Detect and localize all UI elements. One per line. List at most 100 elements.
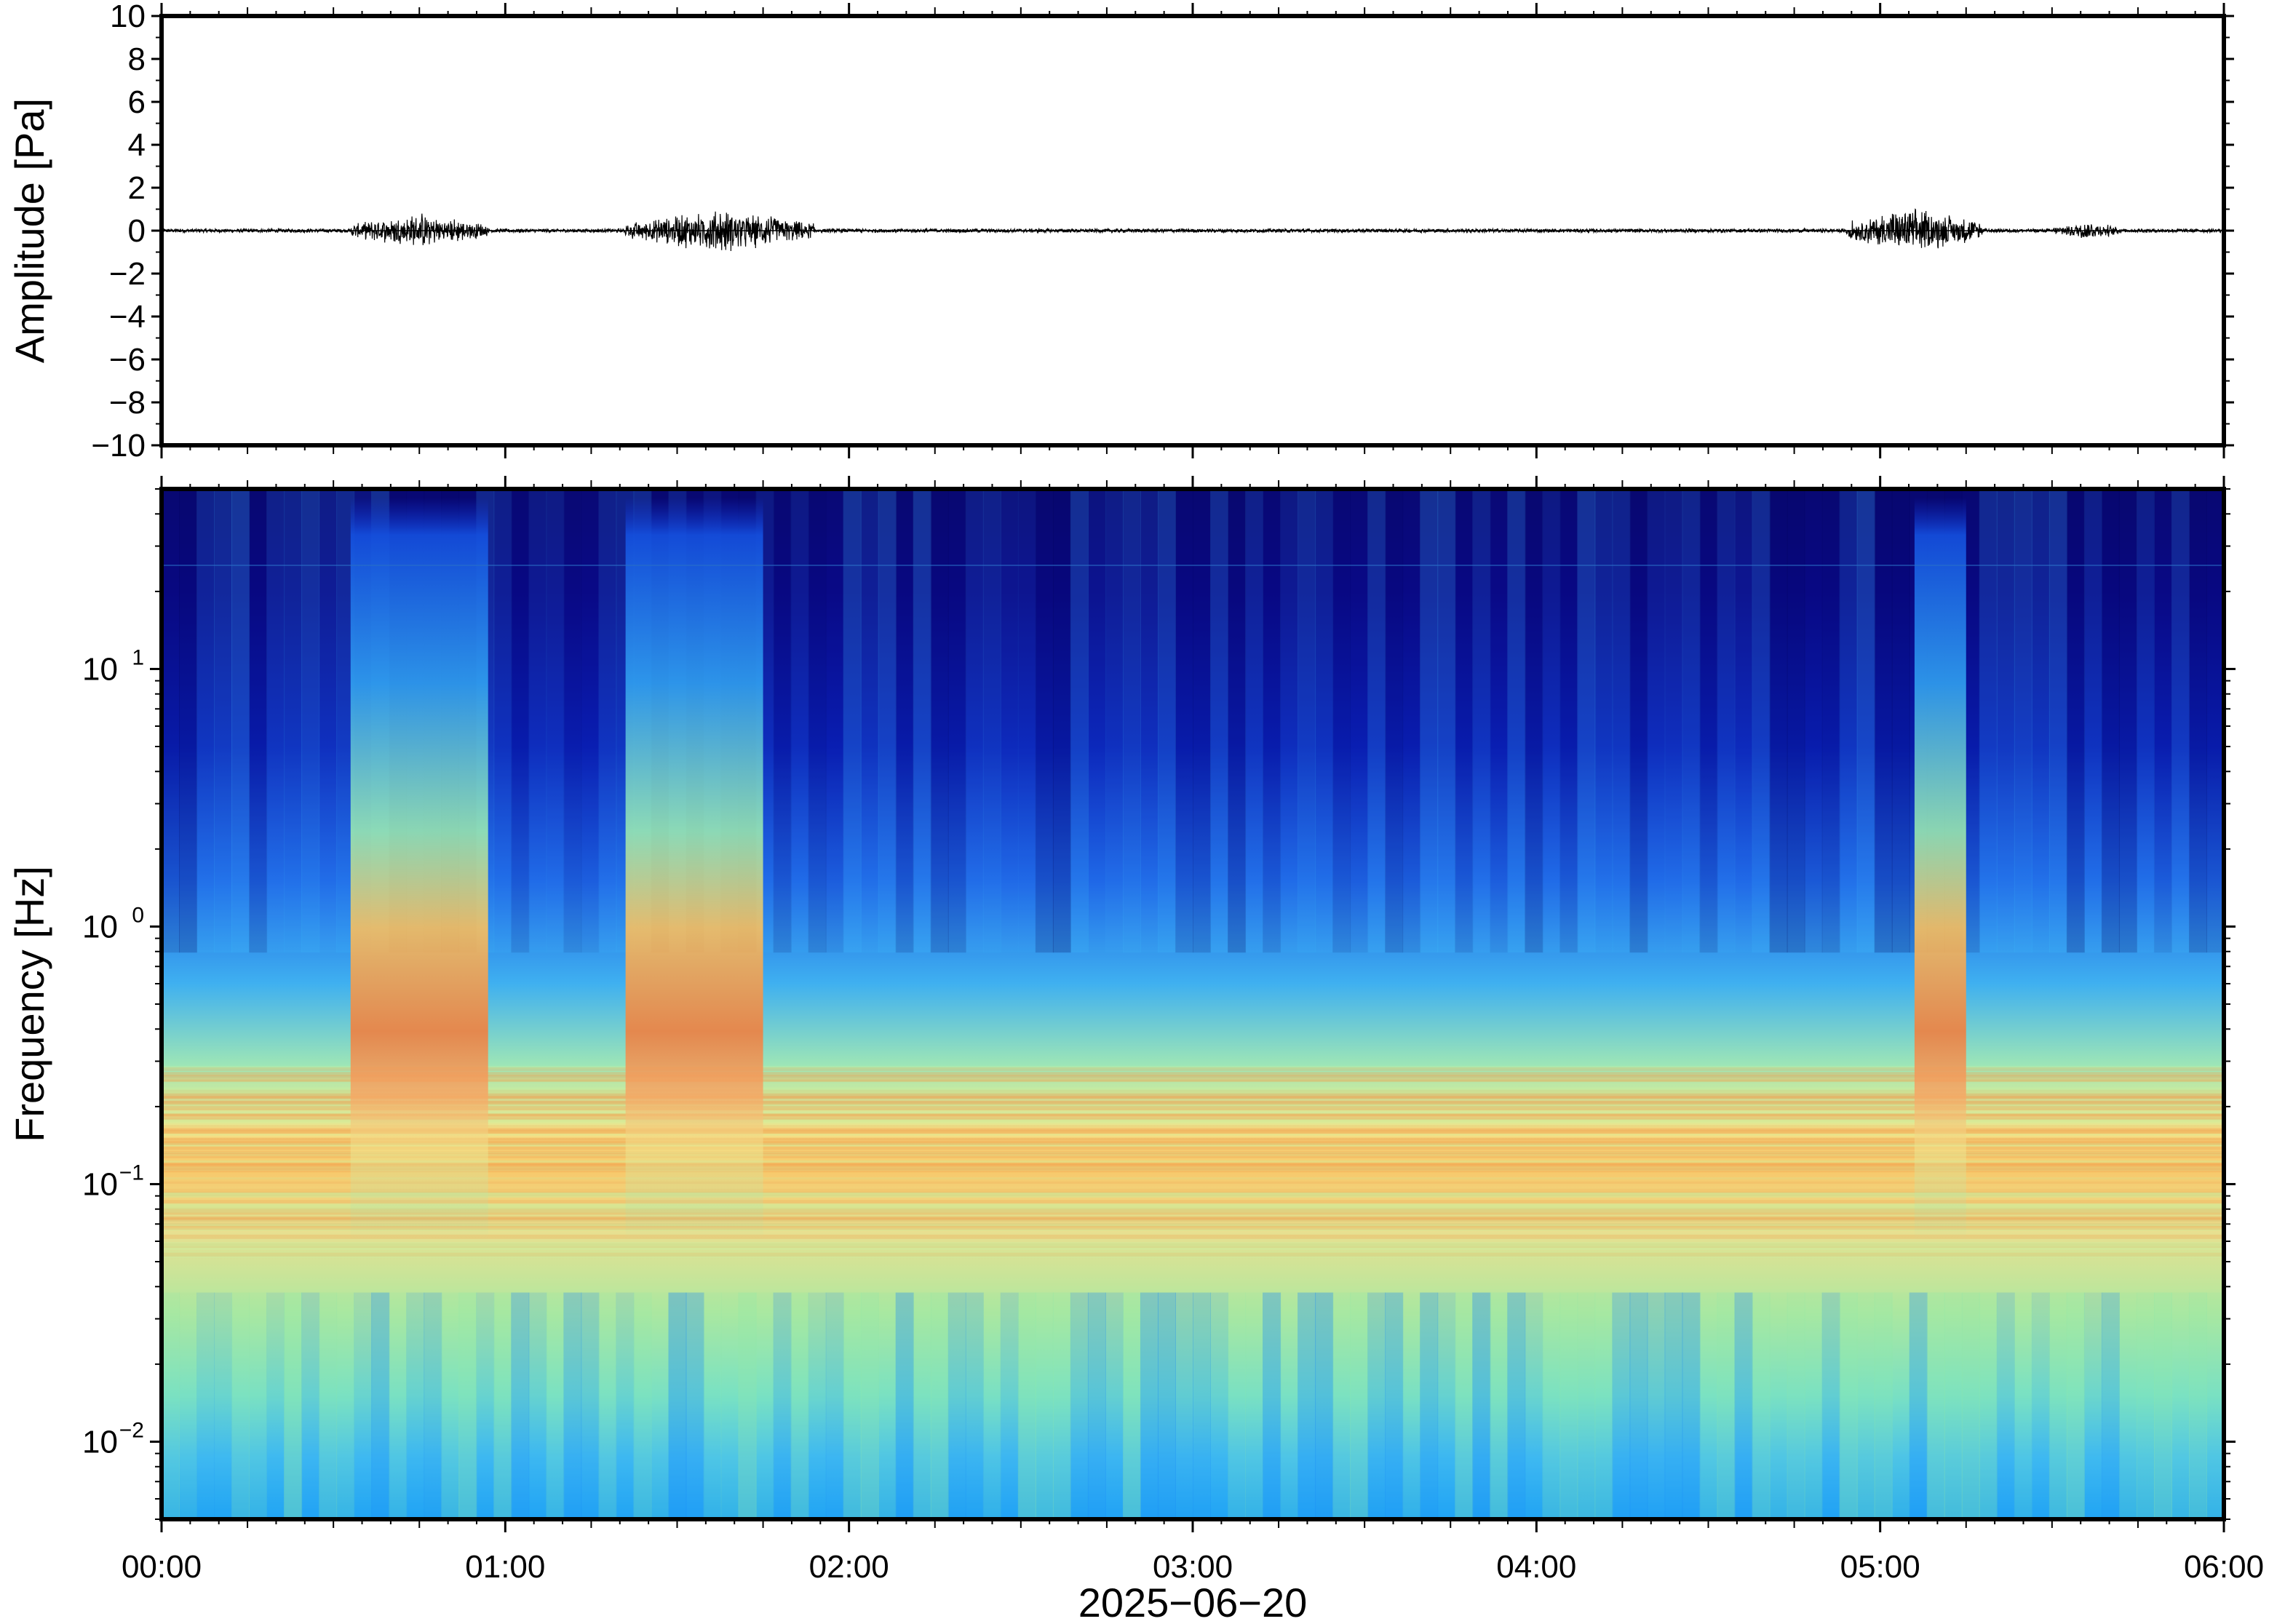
spectrogram-column [441, 1292, 460, 1519]
spectrogram-band [162, 1091, 2224, 1095]
spectrogram-column [214, 1292, 233, 1519]
spectrogram-column [1839, 489, 1858, 953]
spectrogram-column [1769, 489, 1788, 953]
spectrogram-column [860, 489, 879, 953]
spectrogram-column [1315, 489, 1334, 953]
spectrogram-band [162, 1242, 2224, 1248]
spectrogram-column [2101, 489, 2120, 953]
spectrogram-band [162, 1193, 2224, 1198]
spectrogram-y-axis-title: Frequency [Hz] [7, 866, 52, 1142]
spectrogram-column [2101, 1292, 2120, 1519]
spectrogram-column [1280, 489, 1299, 953]
spectrogram-band [162, 1077, 2224, 1081]
spectrogram-band [162, 1065, 2224, 1070]
spectrogram-column [1874, 1292, 1893, 1519]
spectrogram-column [2066, 489, 2085, 953]
y-tick-label: 10 [110, 0, 146, 34]
spectrogram-band [162, 1208, 2224, 1213]
spectrogram-column [1559, 489, 1578, 953]
spectrogram-column [1856, 489, 1875, 953]
spectrogram-band [162, 1243, 2224, 1246]
spectrogram-band [162, 1133, 2224, 1137]
spectrogram-band [162, 1181, 2224, 1185]
spectrogram-column [1035, 489, 1054, 953]
spectrogram-column [2118, 1292, 2137, 1519]
spectrogram-band [162, 1150, 2224, 1155]
spectrogram-band [162, 1096, 2224, 1102]
spectrogram-column [1525, 489, 1543, 953]
spectrogram-column [1682, 489, 1701, 953]
spectrogram-band [162, 1117, 2224, 1120]
x-tick-label: 03:00 [1153, 1549, 1233, 1585]
spectrogram-column [1122, 489, 1141, 953]
spectrogram-column [2066, 1292, 2085, 1519]
spectrogram-column [1612, 1292, 1631, 1519]
spectrogram-band [162, 1137, 2224, 1141]
spectrogram-column [511, 489, 530, 953]
spectrogram-column [2083, 489, 2102, 953]
spectrogram-column [1385, 489, 1404, 953]
spectrogram-column [825, 489, 844, 953]
spectrogram-column [424, 1292, 442, 1519]
spectrogram-column [266, 489, 285, 953]
spectrogram-column [249, 489, 268, 953]
spectrogram-column [1577, 1292, 1596, 1519]
spectrogram-column [214, 489, 233, 953]
spectrogram-band [162, 1114, 2224, 1117]
spectrogram-column [965, 1292, 984, 1519]
spectrogram-band [162, 1255, 2224, 1258]
spectrogram-column [546, 1292, 565, 1519]
spectrogram-column [598, 489, 617, 953]
spectrogram-band [162, 1113, 2224, 1118]
spectrogram-column [808, 1292, 827, 1519]
spectrogram-column [511, 1292, 530, 1519]
spectrogram-column [1175, 489, 1193, 953]
spectrogram-column [493, 1292, 512, 1519]
spectrogram-column [1298, 489, 1316, 953]
spectrogram-column [2188, 489, 2207, 953]
spectrogram-column [581, 1292, 600, 1519]
x-tick-label: 00:00 [122, 1549, 202, 1585]
spectrogram-burst [350, 498, 488, 1240]
y-tick-exponent: 0 [132, 903, 144, 927]
spectrogram-band [162, 1146, 2224, 1150]
spectrogram-band [162, 1226, 2224, 1230]
y-tick-label: 10 [82, 1166, 118, 1202]
spectrogram-column [947, 489, 966, 953]
spectrogram-band [162, 1125, 2224, 1129]
spectrogram-column [1647, 489, 1666, 953]
spectrogram-column [895, 489, 914, 953]
y-tick-label: −6 [109, 342, 146, 378]
spectrogram-column [1891, 489, 1910, 953]
spectrogram-column [458, 1292, 477, 1519]
spectrogram-band [162, 1163, 2224, 1166]
spectrogram-column [1000, 489, 1019, 953]
spectrogram-band [162, 1205, 2224, 1210]
spectrogram-column [1420, 1292, 1439, 1519]
spectrogram-band [162, 1072, 2224, 1077]
spectrogram-band [162, 1142, 2224, 1147]
spectrogram-band [162, 1177, 2224, 1180]
spectrogram-band [162, 1192, 2224, 1197]
spectrogram-column [1437, 489, 1456, 953]
spectrogram-column [1629, 489, 1648, 953]
spectrogram-column [1804, 489, 1823, 953]
spectrogram-column [1821, 1292, 1840, 1519]
spectrogram-column [1017, 489, 1036, 953]
spectrogram-band [162, 1141, 2224, 1145]
y-tick-label: −4 [109, 299, 146, 335]
spectrogram-column [2136, 1292, 2155, 1519]
spectrogram-column [1157, 489, 1176, 953]
y-tick-exponent: −1 [119, 1161, 144, 1185]
spectrogram-column [2031, 1292, 2050, 1519]
spectrogram-column [1245, 489, 1264, 953]
waveform-y-axis-title: Amplitude [Pa] [7, 98, 52, 363]
waveform-panel: 10 8 6 4 2 0 −2 −4 −6 −8 −10 Amplitude [Pa] [7, 0, 2234, 463]
spectrogram-band [162, 1078, 2224, 1083]
spectrogram-band [162, 1130, 2224, 1134]
spectrogram-column [231, 489, 250, 953]
spectrogram-column [319, 1292, 338, 1519]
spectrogram-column [1525, 1292, 1543, 1519]
spectrogram-column [773, 489, 792, 953]
